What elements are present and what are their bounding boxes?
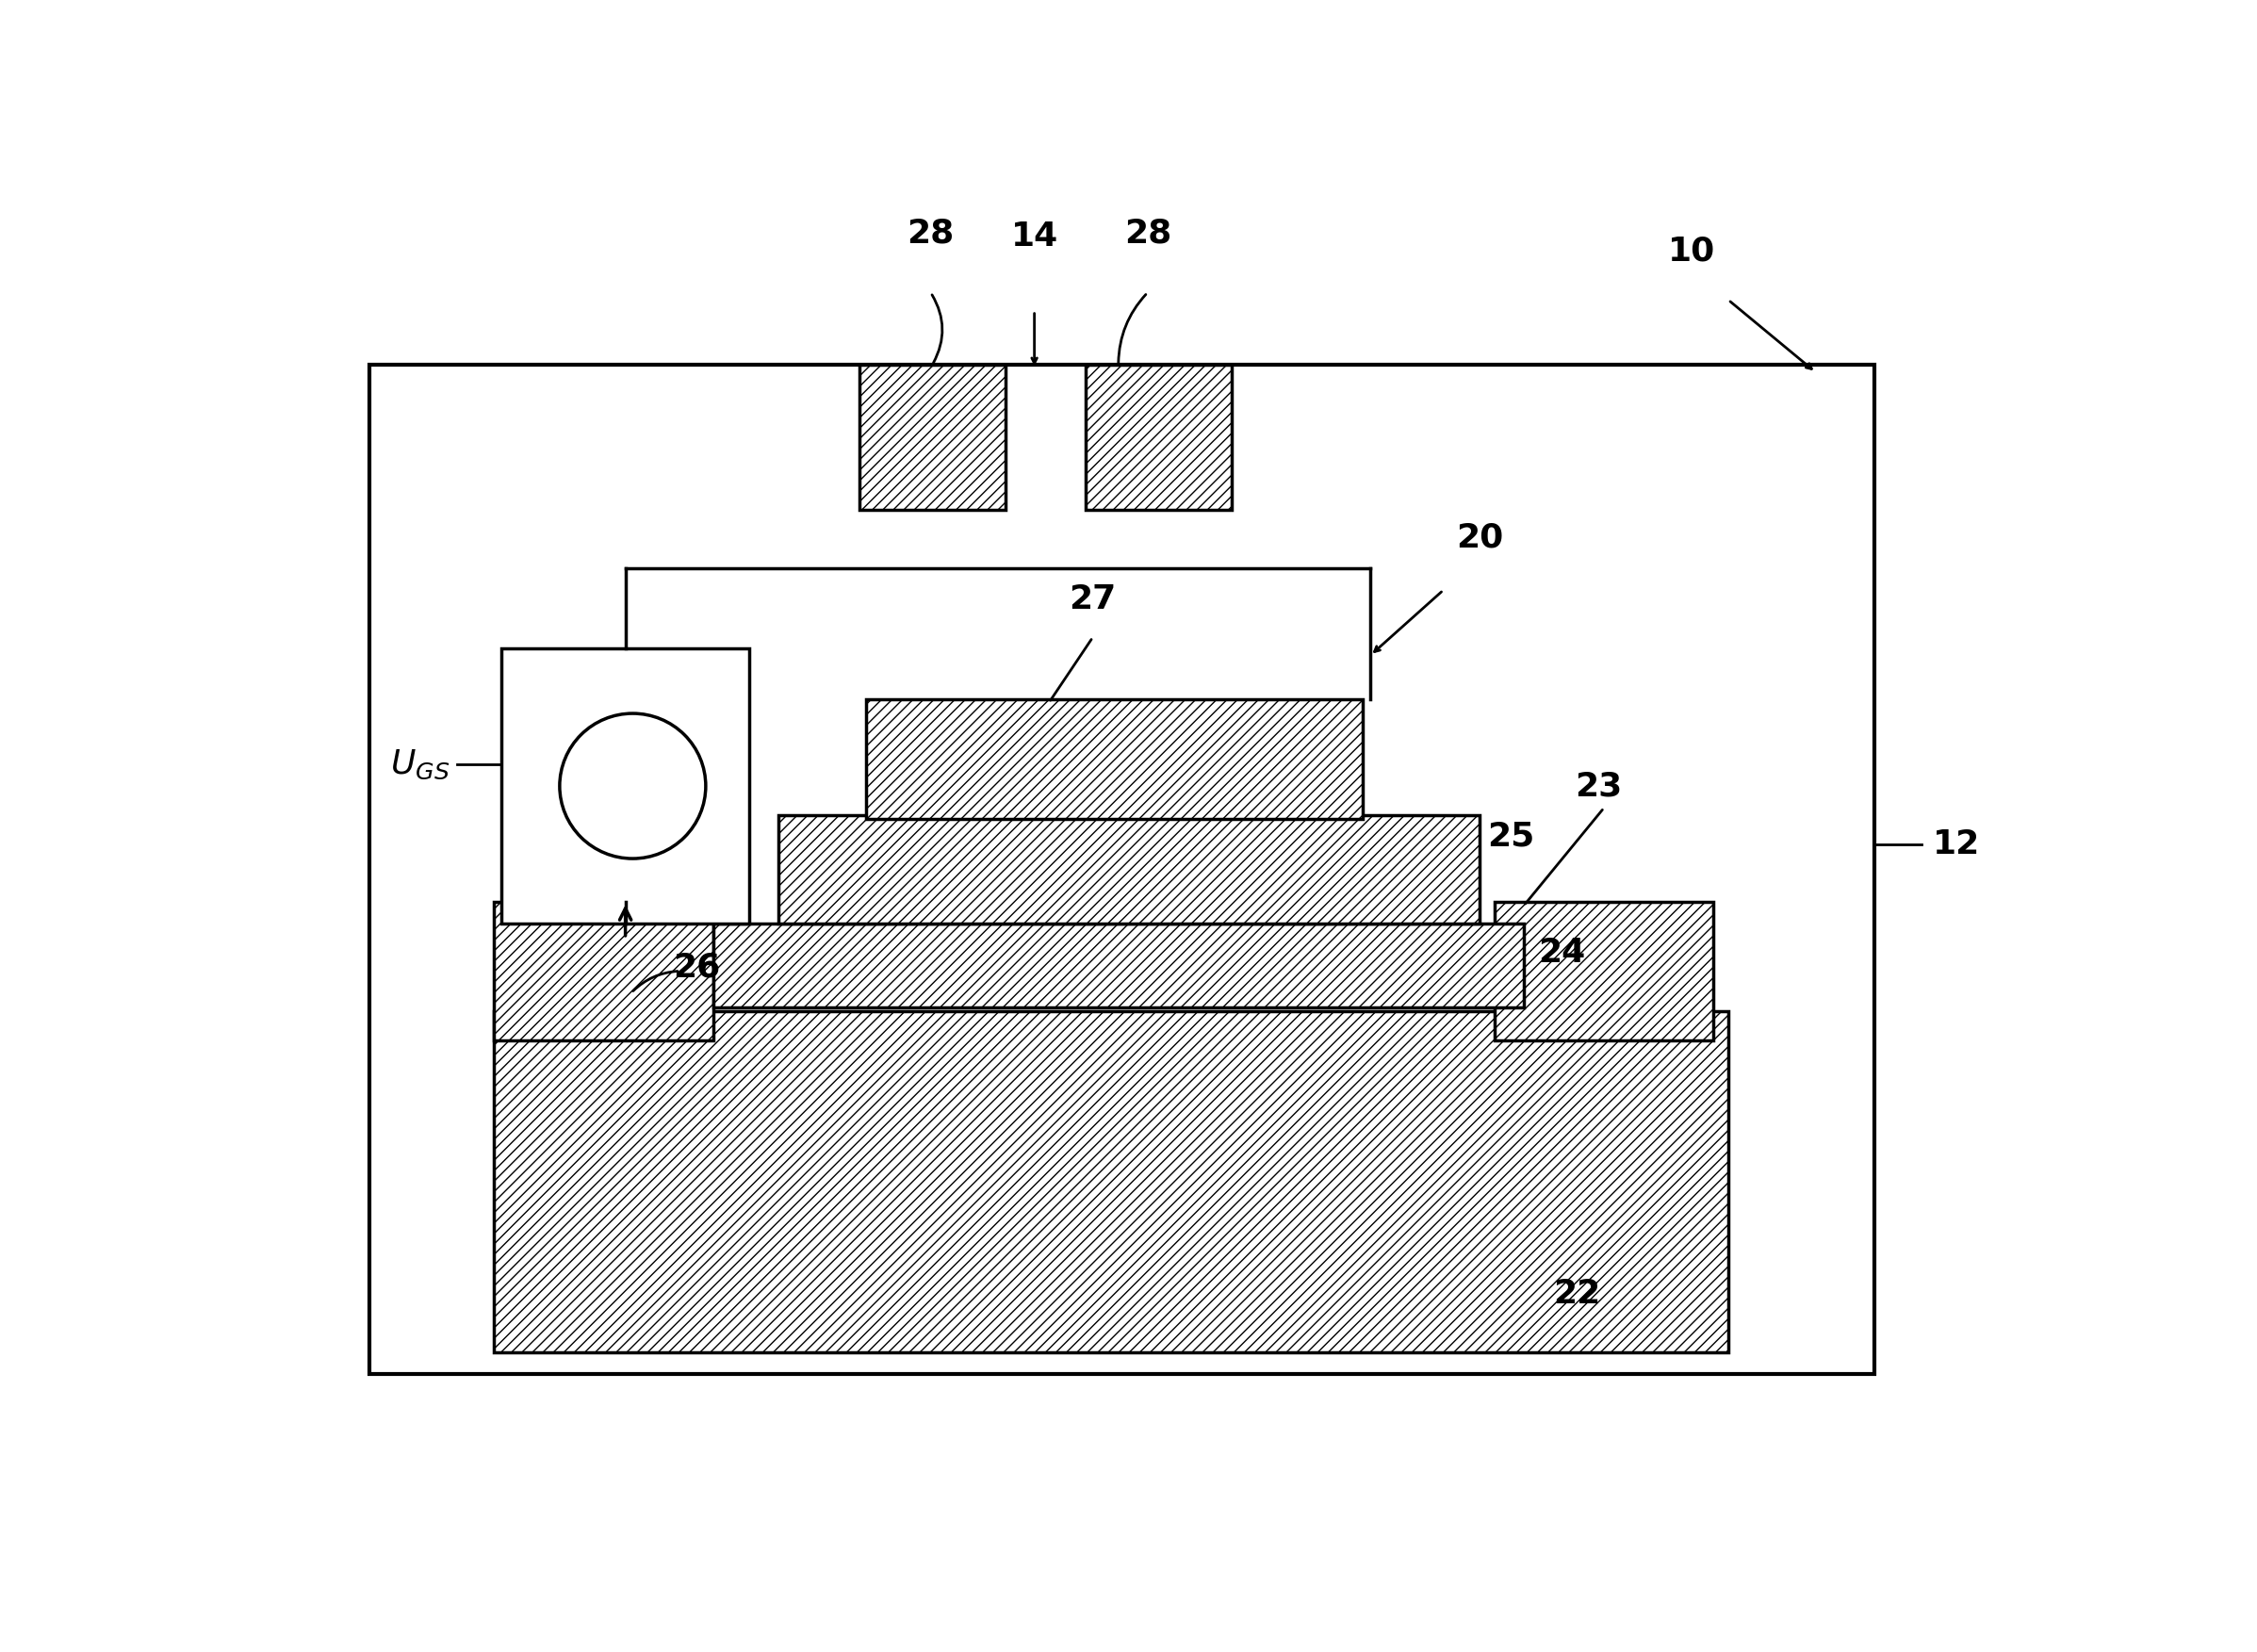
Text: 23: 23: [1575, 770, 1623, 801]
Bar: [370, 365, 1873, 1374]
Text: 25: 25: [1487, 821, 1535, 852]
Text: 22: 22: [1553, 1279, 1600, 1310]
Text: $U_{GS}$: $U_{GS}$: [390, 748, 449, 781]
Bar: [1086, 365, 1232, 510]
Bar: [1494, 902, 1713, 1041]
Text: 27: 27: [1070, 583, 1117, 616]
Text: 24: 24: [1539, 937, 1587, 970]
Bar: [494, 902, 713, 1041]
Text: 26: 26: [673, 952, 720, 983]
Text: 28: 28: [1124, 216, 1171, 249]
Bar: [713, 923, 1523, 1008]
Bar: [779, 814, 1481, 923]
Bar: [860, 365, 1004, 510]
Bar: [494, 1011, 1729, 1351]
Text: 20: 20: [1456, 522, 1503, 553]
Bar: [501, 648, 749, 923]
Text: 12: 12: [1932, 828, 1979, 861]
Circle shape: [560, 714, 706, 859]
Bar: [867, 699, 1363, 819]
Text: 28: 28: [907, 216, 955, 249]
Text: 14: 14: [1011, 221, 1059, 253]
Text: 10: 10: [1668, 235, 1715, 268]
